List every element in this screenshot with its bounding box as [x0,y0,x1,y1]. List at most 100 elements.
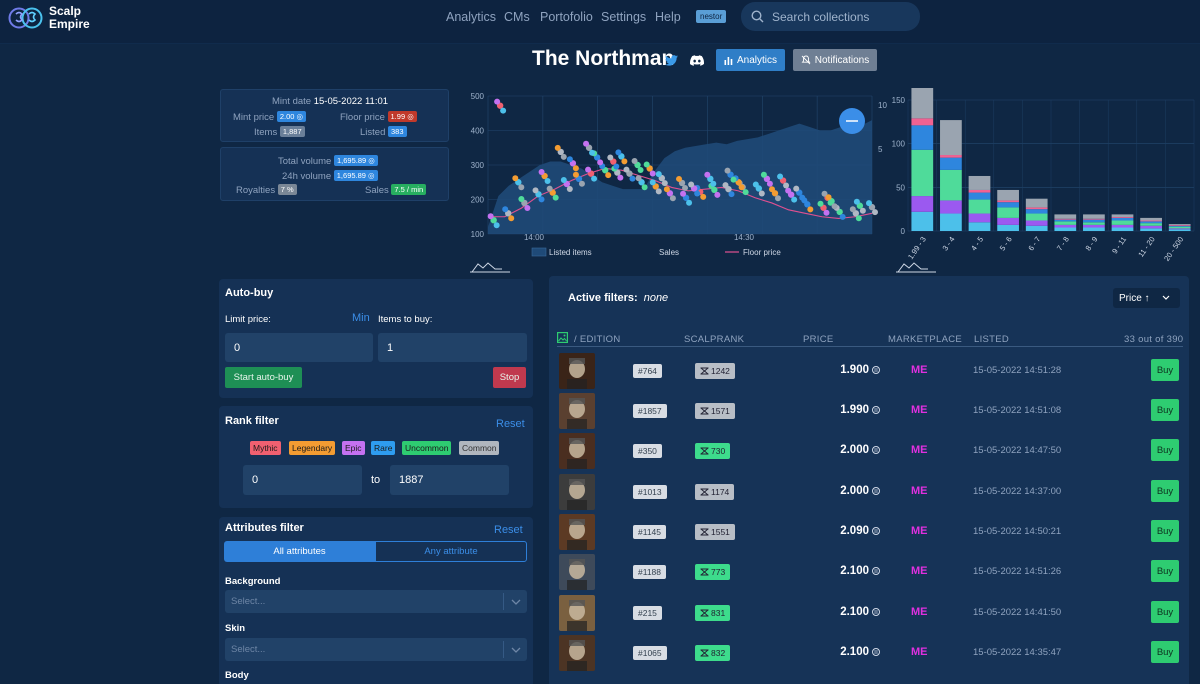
items-to-buy-input[interactable]: 1 [378,333,527,362]
min-link[interactable]: Min [352,312,370,324]
bar-segment [1168,229,1191,231]
table-row[interactable]: #1065 832 2.100 ME 15-05-2022 14:35:47 B… [549,634,1189,674]
all-attributes-toggle[interactable]: All attributes [224,541,375,562]
stop-button[interactable]: Stop [493,367,526,388]
x-tick-label: 5 - 6 [998,235,1014,252]
buy-button[interactable]: Buy [1151,480,1179,502]
table-row[interactable]: #1188 773 2.100 ME 15-05-2022 14:51:26 B… [549,553,1189,593]
bar-segment [968,222,991,231]
header-marketplace[interactable]: MARKETPLACE [888,334,963,345]
magic-eden-icon[interactable]: ME [911,565,928,577]
rank-tag-mythic[interactable]: Mythic [250,441,281,455]
attributes-filter-reset[interactable]: Reset [494,524,523,536]
nft-thumbnail[interactable] [559,595,595,631]
header-edition[interactable]: / EDITION [574,334,621,345]
search-collections[interactable]: Search collections [741,2,920,31]
sales-point [823,209,830,216]
analytics-button[interactable]: Analytics [716,49,785,71]
magic-eden-icon[interactable]: ME [911,404,928,416]
any-attribute-toggle[interactable]: Any attribute [375,541,527,562]
discord-icon[interactable] [690,55,704,66]
search-input[interactable]: Search collections [772,10,870,24]
buy-button[interactable]: Buy [1151,439,1179,461]
buy-button[interactable]: Buy [1151,520,1179,542]
magic-eden-icon[interactable]: ME [911,606,928,618]
scalp-empire-logo[interactable] [8,4,44,32]
table-row[interactable]: #1145 1551 2.090 ME 15-05-2022 14:50:21 … [549,513,1189,553]
price-distribution-chart[interactable]: 0 50 100 150 1.99 - 3 3 - 4 4 - 5 5 - 6 6 - 7 7 -… [888,88,1200,278]
rank-tag-rare[interactable]: Rare [371,441,396,455]
table-row[interactable]: #215 831 2.100 ME 15-05-2022 14:41:50 Bu… [549,594,1189,634]
bar-segment [940,155,962,158]
brand-name[interactable]: Scalp Empire [49,4,90,31]
skin-select[interactable]: Select... [225,638,527,661]
rank-from-input[interactable]: 0 [243,465,362,495]
price-value: 1.900 [840,364,869,376]
rank-filter-reset[interactable]: Reset [496,418,525,430]
chevron-down-icon [1162,295,1170,300]
nav-settings[interactable]: Settings [601,10,647,24]
nft-thumbnail[interactable] [559,514,595,550]
sales-point [710,180,717,187]
rank-to-input[interactable]: 1887 [390,465,509,495]
rank-tag-common[interactable]: Common [459,441,500,455]
listed-time: 15-05-2022 14:50:21 [973,526,1062,537]
start-auto-buy-button[interactable]: Start auto-buy [225,367,302,388]
bar-segment [968,175,991,190]
rank-tag-epic[interactable]: Epic [342,441,365,455]
bar-segment [1083,222,1105,225]
sales-point [621,158,628,165]
x-tick-label: 7 - 8 [1055,235,1071,252]
nav-cms[interactable]: CMs [504,10,530,24]
magic-eden-icon[interactable]: ME [911,485,928,497]
nav-analytics[interactable]: Analytics [446,10,497,24]
limit-price-input[interactable]: 0 [225,333,373,362]
rank-tag-legendary[interactable]: Legendary [289,441,336,455]
sales-point [597,159,604,166]
header-listed[interactable]: LISTED [974,334,1010,345]
image-icon[interactable] [557,332,568,343]
buy-button[interactable]: Buy [1151,560,1179,582]
nav-portofolio[interactable]: Portofolio [540,10,593,24]
buy-button[interactable]: Buy [1151,641,1179,663]
buy-button[interactable]: Buy [1151,359,1179,381]
sales-listings-chart[interactable]: 100 200 300 400 500 10 5 14:00 14:30 Listed items… [462,88,890,278]
magic-eden-icon[interactable]: ME [911,525,928,537]
table-row[interactable]: #764 1242 1.900 ME 15-05-2022 14:51:28 B… [549,352,1189,392]
listing-count: 33 out of 390 [1124,334,1184,345]
nft-thumbnail[interactable] [559,393,595,429]
user-badge[interactable]: nestor [696,10,727,23]
notifications-button[interactable]: Notifications [793,49,877,71]
nav-help[interactable]: Help [655,10,681,24]
legend-listed-items: Listed items [549,248,592,257]
listed-row: Listed 383 [360,126,407,138]
sales-point [831,203,838,210]
sort-select[interactable]: Price ↑ [1113,288,1180,308]
header-price[interactable]: PRICE [803,334,834,345]
buy-button[interactable]: Buy [1151,399,1179,421]
bar-segment [1140,221,1162,224]
nft-thumbnail[interactable] [559,433,595,469]
solana-icon [872,527,880,535]
magic-eden-icon[interactable]: ME [911,364,928,376]
table-row[interactable]: #1857 1571 1.990 ME 15-05-2022 14:51:08 … [549,392,1189,432]
twitter-icon[interactable] [665,55,678,66]
magic-eden-icon[interactable]: ME [911,646,928,658]
nft-thumbnail[interactable] [559,635,595,671]
background-select[interactable]: Select... [225,590,527,613]
legend-sales: Sales [659,248,679,257]
bar-segment [940,200,962,214]
rank-tag-uncommon[interactable]: Uncommon [402,441,452,455]
sales-point [682,184,689,191]
header-scalprank[interactable]: SCALPRANK [684,334,745,345]
sales-point [758,190,765,197]
nft-thumbnail[interactable] [559,353,595,389]
sales-point [566,156,573,163]
nft-thumbnail[interactable] [559,474,595,510]
bar-segment [1054,218,1077,220]
table-row[interactable]: #350 730 2.000 ME 15-05-2022 14:47:50 Bu… [549,432,1189,472]
buy-button[interactable]: Buy [1151,601,1179,623]
nft-thumbnail[interactable] [559,554,595,590]
table-row[interactable]: #1013 1174 2.000 ME 15-05-2022 14:37:00 … [549,473,1189,513]
magic-eden-icon[interactable]: ME [911,444,928,456]
